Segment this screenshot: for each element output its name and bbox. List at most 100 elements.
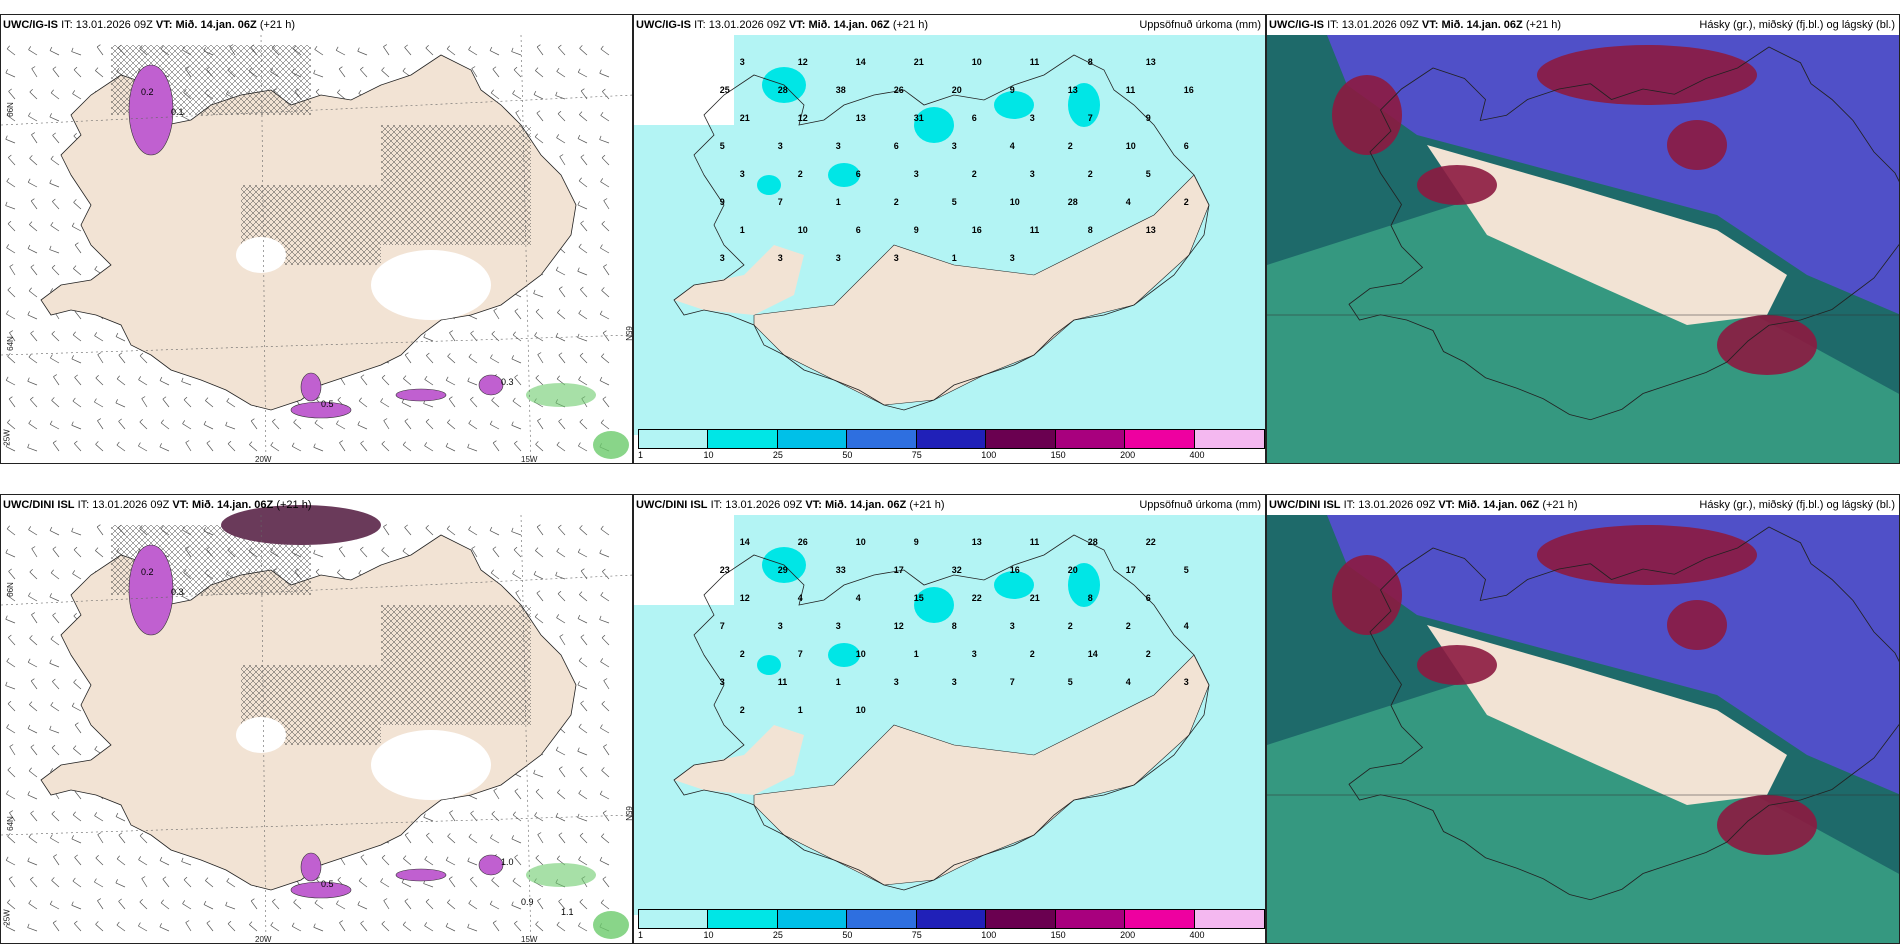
precip-value: 9	[914, 225, 919, 235]
wind-barb	[426, 352, 434, 364]
panel-header: UWC/IG-IS IT: 13.01.2026 09Z VT: Mið. 14…	[1269, 19, 1895, 31]
lat-label-64n: 64N	[5, 816, 15, 831]
wind-barb	[536, 524, 544, 536]
wind-barb	[578, 856, 588, 866]
wind-barb	[601, 833, 610, 844]
wind-barb	[449, 330, 456, 342]
wind-barb	[9, 264, 16, 276]
wind-barb	[30, 198, 38, 210]
snow-area	[395, 868, 447, 882]
colorbar-tick-label: 25	[772, 930, 783, 940]
high-cloud	[1717, 795, 1817, 855]
precip-value: 10	[856, 705, 866, 715]
precip-heavy	[828, 163, 860, 187]
precip-value: 3	[972, 649, 977, 659]
panel-title-right: Hásky (gr.), miðský (fj.bl.) og lágský (…	[1699, 499, 1895, 511]
precip-value: 33	[836, 565, 846, 575]
wind-barb	[97, 352, 104, 364]
precip-value: 2	[894, 197, 899, 207]
wind-barb	[579, 899, 588, 910]
wind-barb	[511, 901, 522, 910]
precip-value: 17	[1126, 565, 1136, 575]
wind-barb	[535, 67, 544, 78]
precip-value: 3	[894, 253, 899, 263]
precip-value: 29	[778, 565, 788, 575]
wind-barb	[467, 857, 478, 866]
panel-title-right: Hásky (gr.), miðský (fj.bl.) og lágský (…	[1699, 19, 1895, 31]
colorbar-tick-label: 1	[638, 450, 644, 460]
wind-barb	[577, 267, 588, 276]
precip-value: 5	[720, 141, 725, 151]
clear-area	[371, 730, 491, 800]
panel-header: UWC/DINI ISL IT: 13.01.2026 09Z VT: Mið.…	[636, 499, 1261, 511]
snow-area	[478, 374, 504, 396]
wind-barb	[49, 900, 60, 910]
precip-value: 2	[798, 169, 803, 179]
high-cloud	[1537, 45, 1757, 105]
wind-barb	[9, 744, 16, 756]
panel-bot-right: UWC/DINI ISL IT: 13.01.2026 09Z VT: Mið.…	[1266, 494, 1900, 944]
snow-area	[290, 881, 352, 899]
wind-barb	[580, 154, 588, 166]
wind-barb	[5, 201, 16, 210]
precip-value: 21	[914, 57, 924, 67]
wind-barb	[203, 420, 214, 430]
colorbar-tick-label: 50	[842, 450, 853, 460]
wind-barb	[138, 442, 148, 452]
contour-label: 0.1	[171, 107, 184, 117]
panel-title-right: Uppsöfnuð úrkoma (mm)	[1139, 19, 1261, 31]
precip-value: 4	[1126, 197, 1131, 207]
wind-barb	[578, 922, 588, 932]
precip-value: 4	[798, 593, 803, 603]
high-cloud	[1332, 75, 1402, 155]
precip-value: 13	[856, 113, 866, 123]
wind-barb	[579, 352, 588, 364]
wind-barb	[470, 396, 478, 408]
wind-barb	[51, 744, 60, 756]
wind-barb	[492, 546, 500, 558]
wind-barb	[535, 921, 544, 932]
wind-barb	[556, 921, 566, 932]
wind-barb	[52, 612, 60, 624]
wind-barb	[30, 396, 38, 408]
wind-barb	[514, 854, 522, 866]
wind-barb	[600, 899, 610, 910]
wind-barb	[28, 46, 38, 56]
wind-barb	[512, 397, 522, 408]
precip-value: 9	[720, 197, 725, 207]
wind-barb	[558, 44, 566, 56]
wind-barb	[73, 265, 82, 276]
wind-barb	[28, 112, 38, 122]
wind-barb	[602, 876, 610, 888]
wind-barb	[72, 811, 82, 822]
wind-barb	[27, 791, 38, 800]
precip-value: 3	[1030, 169, 1035, 179]
wind-barb	[313, 69, 324, 78]
wind-barb	[27, 724, 38, 734]
wind-barb	[381, 374, 390, 386]
precip-value: 10	[856, 649, 866, 659]
wind-barb	[600, 658, 610, 668]
wind-barb	[95, 375, 104, 386]
wind-barb	[535, 547, 544, 558]
wind-barb	[139, 352, 148, 364]
wind-barb	[30, 810, 38, 822]
iceland-land	[673, 534, 1210, 891]
wind-barb	[381, 67, 390, 78]
high-cloud	[1537, 525, 1757, 585]
wind-barb	[557, 590, 566, 602]
wind-barb	[162, 876, 170, 888]
precip-heavy	[994, 571, 1034, 599]
wind-barb	[448, 876, 456, 888]
wind-barb	[602, 330, 610, 342]
wind-barb	[580, 766, 588, 778]
precip-value: 1	[798, 705, 803, 715]
wind-barb	[314, 899, 324, 910]
wind-barb	[5, 376, 16, 386]
wind-barb	[185, 920, 192, 932]
wind-barb	[537, 898, 544, 910]
wind-barb	[512, 877, 522, 888]
wind-barb	[227, 920, 236, 932]
wind-barb	[490, 89, 500, 100]
